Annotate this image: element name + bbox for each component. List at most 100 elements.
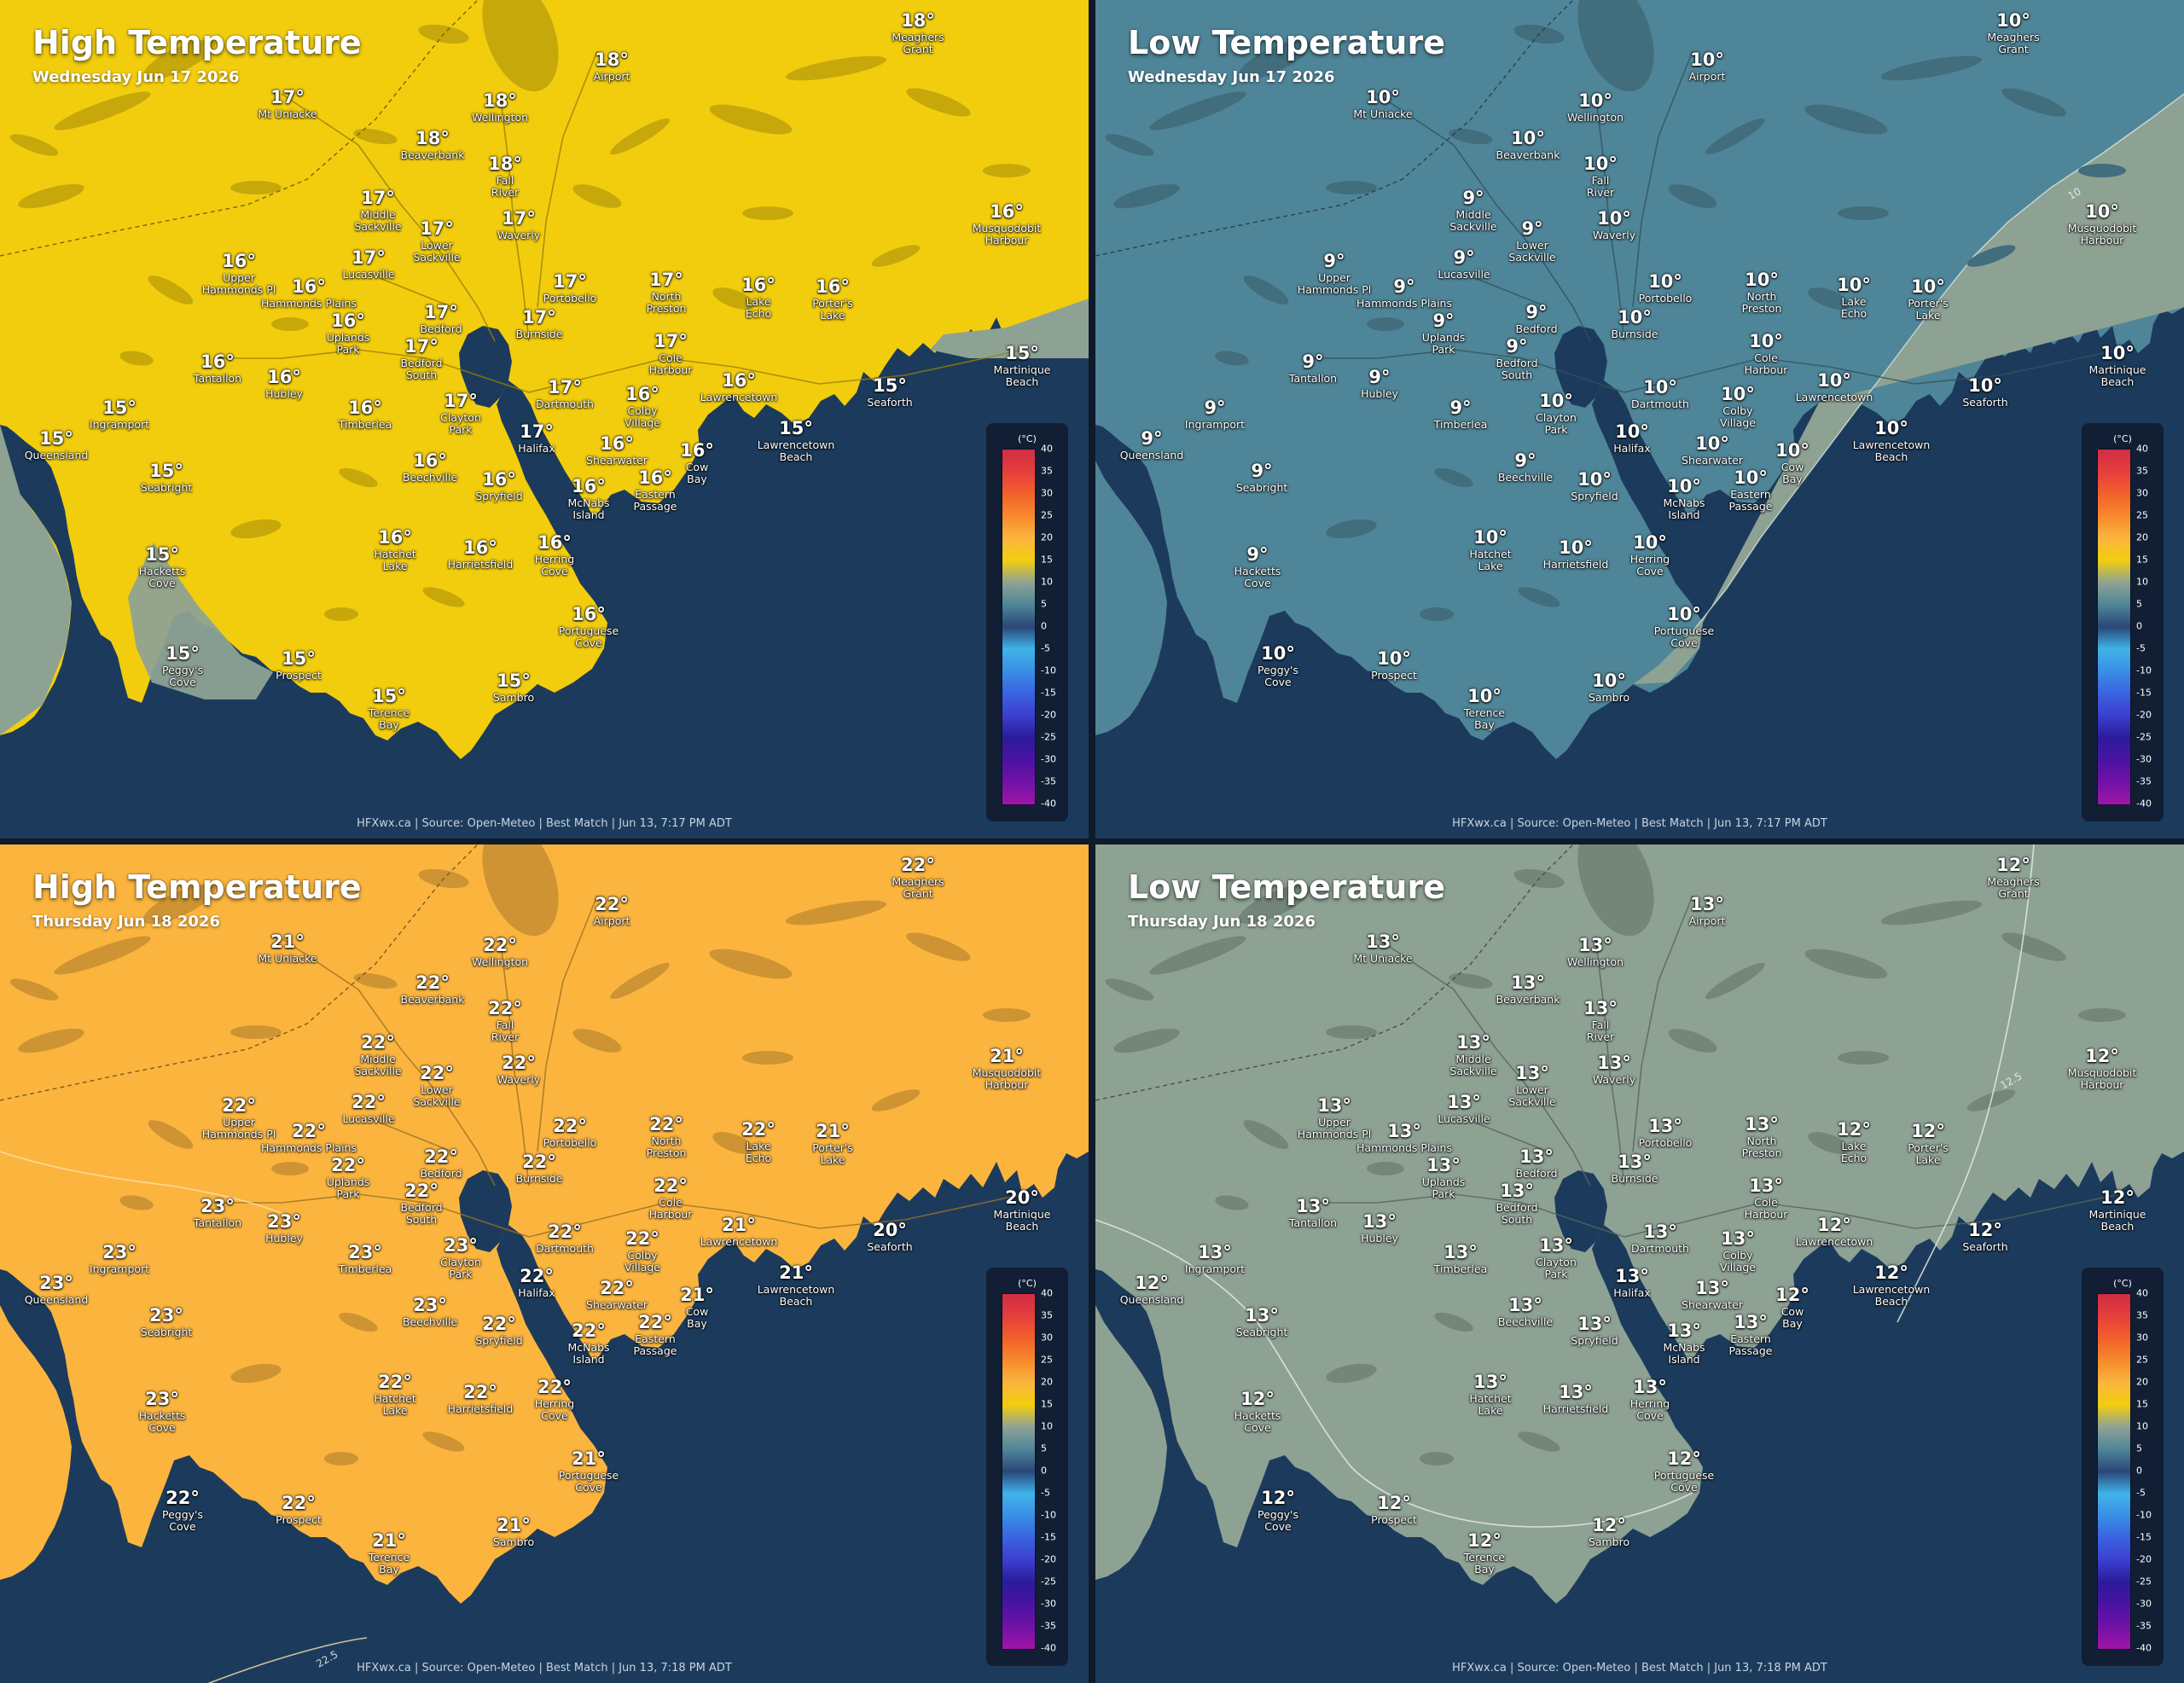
location-name: Terence Bay — [1463, 706, 1506, 731]
location-temp: 13° — [1749, 1175, 1783, 1196]
location-temp: 9° — [1246, 544, 1269, 565]
location-name: Lucasville — [342, 1112, 395, 1125]
location-name: Seabright — [1235, 1326, 1288, 1338]
location-meaghers: 18° Meaghers Grant — [892, 12, 944, 55]
isoline — [1095, 1219, 1693, 1528]
legend-swatch — [1002, 1471, 1035, 1494]
legend-tick: 25 — [2136, 1354, 2148, 1366]
location-temp: 22° — [415, 972, 450, 993]
location-name: Clayton Park — [1536, 411, 1577, 436]
lake — [1149, 936, 1246, 975]
location-temp: 16° — [572, 604, 606, 624]
legend-swatch — [1002, 583, 1035, 605]
location-hubley: 23° Hubley — [265, 1213, 303, 1245]
location-fallriver: 22° Fall River — [488, 1000, 522, 1043]
location-temp: 17° — [444, 391, 478, 411]
location-temp: 16° — [680, 440, 714, 461]
location-name: Colby Village — [624, 1249, 660, 1274]
legend-tick: -40 — [1041, 798, 1056, 810]
lake — [271, 317, 309, 331]
location-upperhammonds: 9° Upper Hammonds Pl — [1298, 252, 1371, 296]
location-name: Eastern Passage — [1728, 488, 1773, 513]
road — [1623, 1193, 2120, 1238]
location-name: Tantallon — [1288, 372, 1338, 385]
location-temp: 9° — [1453, 247, 1475, 268]
location-claytonpark: 10° Clayton Park — [1536, 392, 1577, 436]
location-temp: 20° — [1005, 1187, 1039, 1208]
legend-tick: 15 — [1041, 1398, 1053, 1410]
location-airport: 22° Airport — [594, 896, 630, 927]
lake — [1577, 844, 1654, 937]
location-name: Bedford South — [400, 1201, 443, 1226]
location-temp: 22° — [741, 1119, 775, 1140]
road — [1632, 895, 1693, 1152]
location-name: Bedford — [420, 1167, 462, 1180]
lake — [1326, 181, 1377, 194]
location-northpreston: 13° North Preston — [1742, 1116, 1782, 1159]
location-peggys: 22° Peggy's Cove — [162, 1489, 203, 1533]
lake — [1449, 128, 1493, 145]
location-lawrencetown: 12° Lawrencetown — [1796, 1216, 1873, 1248]
road — [1461, 1117, 1548, 1152]
location-temp: 9° — [1514, 450, 1536, 471]
lake — [353, 128, 398, 145]
location-name: North Preston — [646, 290, 687, 315]
location-lowersack: 17° Lower Sackville — [413, 220, 460, 264]
location-temp: 10° — [1745, 270, 1779, 290]
location-temp: 17° — [649, 270, 683, 290]
location-shearwater: 22° Shearwater — [586, 1280, 648, 1311]
location-martinique: 20° Martinique Beach — [994, 1189, 1051, 1233]
location-temp: 10° — [1577, 469, 1612, 490]
location-name: North Preston — [646, 1135, 687, 1159]
location-porterslake: 12° Porter's Lake — [1908, 1123, 1949, 1166]
lake — [1149, 91, 1246, 131]
lake — [324, 1452, 358, 1465]
location-temp: 12° — [1240, 1389, 1275, 1409]
location-name: Timberlea — [338, 1262, 392, 1275]
location-name: Terence Bay — [1463, 1551, 1506, 1576]
location-timberlea: 16° Timberlea — [339, 399, 392, 431]
location-hacketts: 23° Hacketts Cove — [139, 1390, 186, 1434]
lake — [353, 972, 398, 989]
location-dartmouth: 22° Dartmouth — [536, 1223, 594, 1255]
location-bedford: 22° Bedford — [420, 1148, 462, 1180]
location-name: Harrietsfield — [447, 1402, 514, 1415]
location-name: Lucasville — [1438, 268, 1490, 281]
location-hacketts: 15° Hacketts Cove — [139, 546, 186, 589]
legend-tick: 30 — [2136, 1332, 2148, 1343]
location-temp: 13° — [1559, 1382, 1593, 1402]
location-name: Tantallon — [1288, 1216, 1338, 1229]
location-bedfordsouth: 13° Bedford South — [1496, 1182, 1537, 1226]
location-temp: 12° — [1667, 1448, 1701, 1469]
road — [1309, 349, 1625, 393]
bedford-basin — [459, 1170, 512, 1252]
location-temp: 12° — [1996, 855, 2030, 875]
location-temp: 13° — [1648, 1116, 1682, 1136]
location-name: Lawrencetown Beach — [1852, 1283, 1931, 1308]
location-wellington: 10° Wellington — [1567, 92, 1623, 124]
legend-tick: -40 — [1041, 1642, 1056, 1654]
legend-swatch — [2098, 450, 2130, 472]
location-name: Lake Echo — [745, 295, 772, 320]
location-name: Lucasville — [1438, 1112, 1490, 1125]
location-temp: 22° — [424, 1146, 458, 1167]
panel-date: Wednesday Jun 17 2026 — [1128, 68, 1335, 86]
location-name: Hacketts Cove — [1234, 565, 1281, 589]
location-fallriver: 18° Fall River — [488, 155, 522, 199]
location-mcnabs: 22° McNabs Island — [567, 1322, 609, 1366]
county-boundary — [1095, 844, 1574, 1101]
location-hatchetlake: 16° Hatchet Lake — [374, 529, 415, 572]
legend-unit: (°C) — [1018, 433, 1037, 444]
legend-swatch — [2098, 583, 2130, 605]
lake — [610, 118, 670, 155]
location-name: Lawrencetown — [1795, 391, 1873, 403]
lake — [785, 55, 887, 81]
location-temp: 13° — [1426, 1155, 1461, 1175]
location-name: Timberlea — [1433, 1262, 1488, 1275]
location-lawrencetownbeach: 21° Lawrencetown Beach — [758, 1264, 835, 1308]
location-temp: 23° — [348, 1242, 382, 1262]
lake — [1420, 1452, 1454, 1465]
cool-zone-southwest — [128, 543, 273, 699]
location-prospect: 12° Prospect — [1371, 1494, 1417, 1526]
location-queensland: 15° Queensland — [25, 430, 89, 461]
